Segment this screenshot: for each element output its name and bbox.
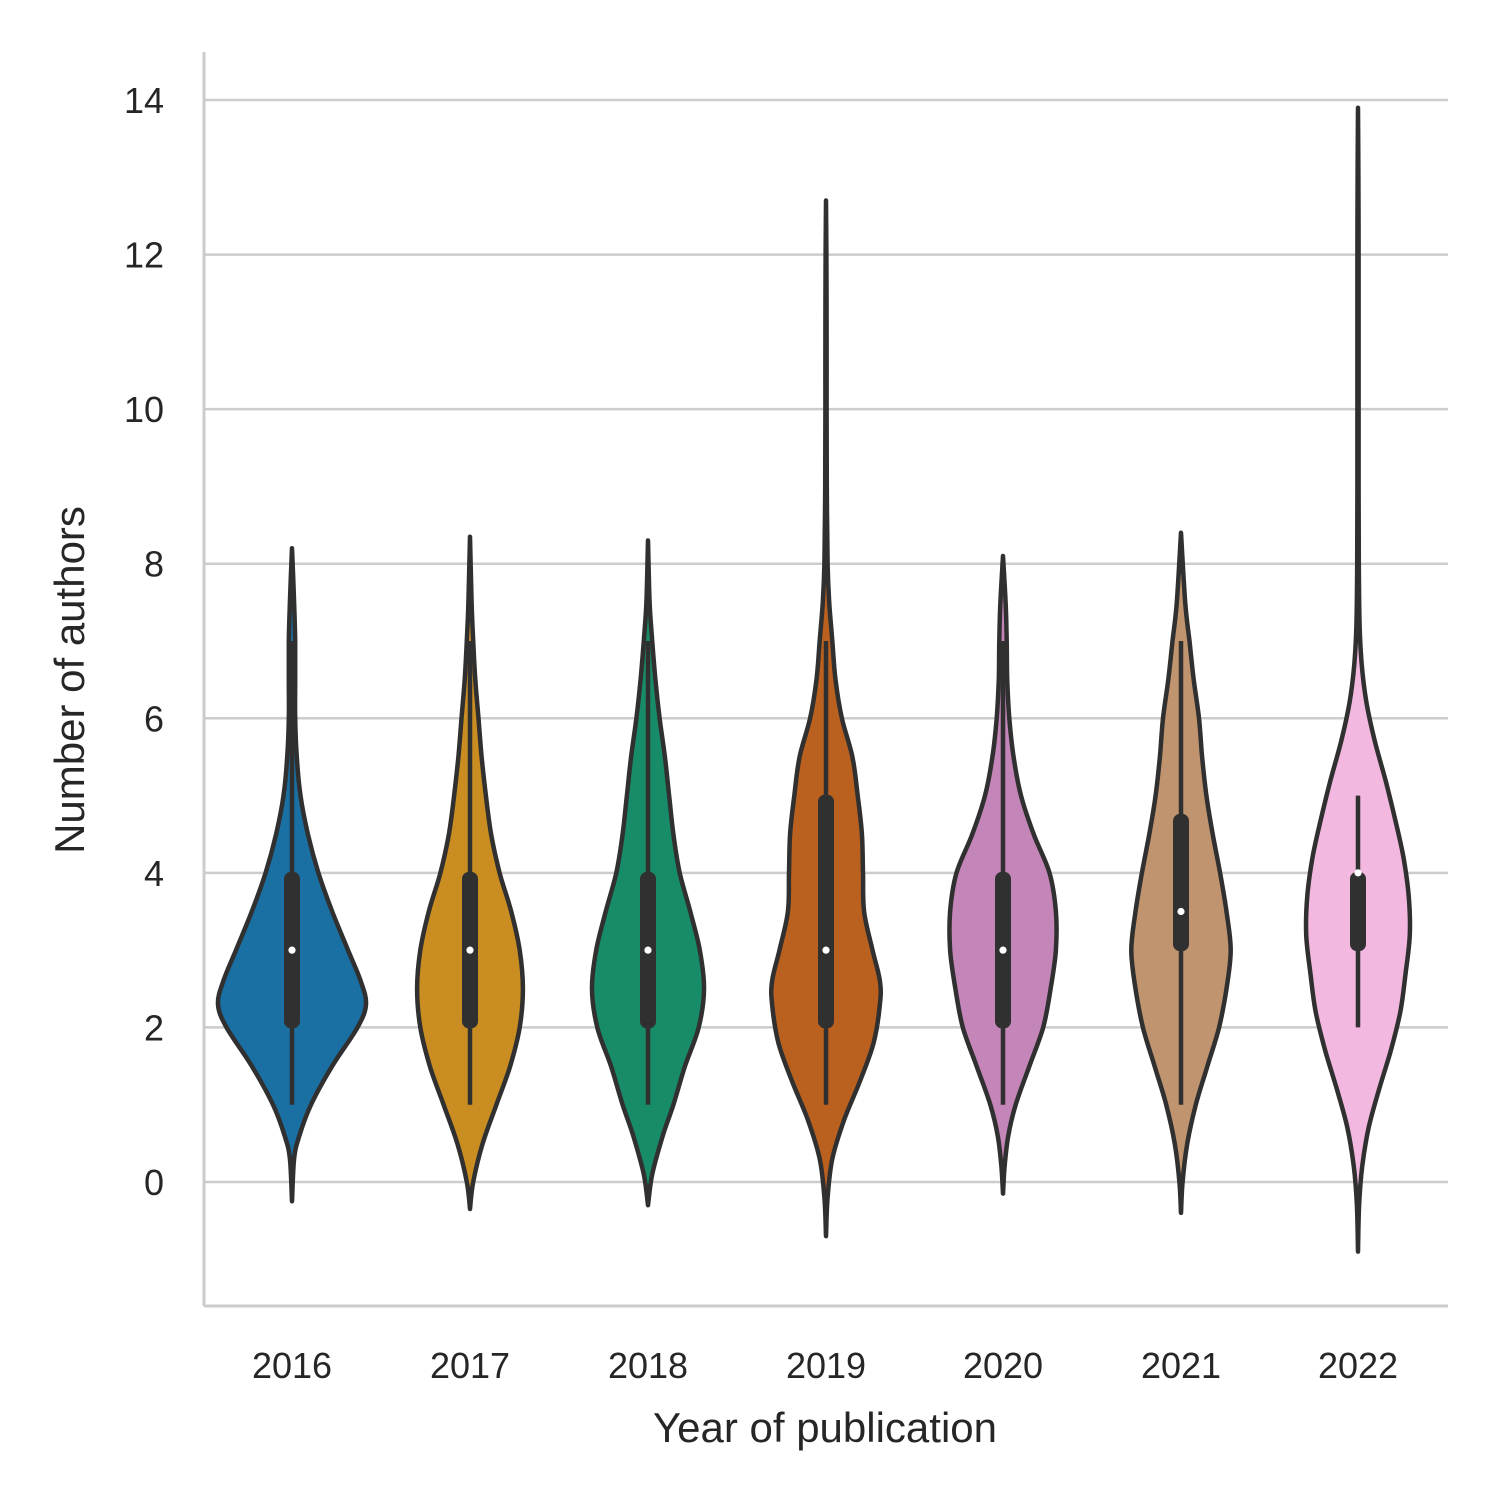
y-tick-label: 0 [144, 1162, 164, 1203]
violin-2021 [1129, 530, 1233, 1216]
x-tick-label: 2016 [252, 1345, 332, 1386]
x-tick-label: 2017 [430, 1345, 510, 1386]
violin-2018 [589, 538, 707, 1208]
x-tick-label: 2021 [1141, 1345, 1221, 1386]
violin-median-marker [466, 946, 474, 954]
x-tick-label: 2018 [608, 1345, 688, 1386]
y-tick-label: 8 [144, 544, 164, 585]
y-tick-labels: 0 2 4 6 8 10 12 14 [124, 80, 164, 1203]
y-tick-label: 4 [144, 853, 164, 894]
violin-2019 [768, 198, 884, 1239]
x-tick-label: 2019 [786, 1345, 866, 1386]
x-axis-title: Year of publication [653, 1404, 997, 1451]
violin-2017 [414, 534, 526, 1212]
y-tick-label: 6 [144, 698, 164, 739]
violin-body [1303, 105, 1413, 1254]
y-tick-label: 12 [124, 235, 164, 276]
violin-median-marker [999, 946, 1007, 954]
x-tick-labels: 2016 2017 2018 2019 2020 2021 2022 [252, 1345, 1398, 1386]
violin-iqr-box [818, 794, 834, 1029]
y-tick-label: 2 [144, 1007, 164, 1048]
y-tick-label: 10 [124, 389, 164, 430]
violin-2022 [1303, 105, 1413, 1254]
axes [202, 52, 1448, 1308]
y-axis-title: Number of authors [46, 506, 93, 854]
violin-median-marker [644, 946, 652, 954]
violin-median-marker [1354, 869, 1362, 877]
violin-median-marker [288, 946, 296, 954]
x-tick-label: 2022 [1318, 1345, 1398, 1386]
violin-iqr-box [1350, 871, 1366, 952]
violin-iqr-box [1173, 813, 1189, 952]
violins [215, 105, 1413, 1254]
y-tick-label: 14 [124, 80, 164, 121]
violin-median-marker [1177, 907, 1185, 916]
x-tick-label: 2020 [963, 1345, 1043, 1386]
violin-2020 [947, 553, 1059, 1196]
violin-2016 [215, 546, 369, 1204]
violin-median-marker [822, 946, 830, 954]
